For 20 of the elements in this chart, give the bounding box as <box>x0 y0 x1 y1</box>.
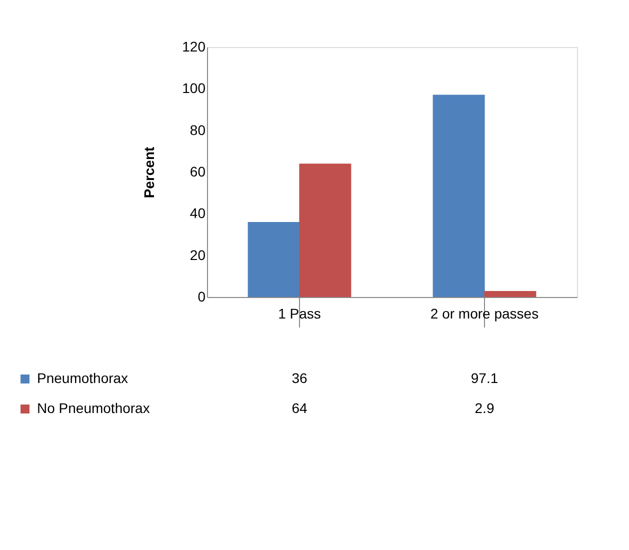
y-tick-label: 60 <box>190 164 206 180</box>
data-label: 64 <box>292 400 308 416</box>
bar <box>432 94 485 297</box>
bar <box>248 222 300 297</box>
bar <box>299 164 352 297</box>
data-label: 36 <box>292 370 308 386</box>
bar <box>484 290 536 297</box>
y-tick-label: 40 <box>190 205 206 222</box>
legend-label: No Pneumothorax <box>37 400 150 416</box>
y-tick-label: 100 <box>182 80 206 96</box>
y-tick-label: 80 <box>190 122 206 138</box>
legend-label: Pneumothorax <box>37 370 128 386</box>
data-label: 2.9 <box>474 400 494 416</box>
data-label: 97.1 <box>470 370 498 386</box>
y-tick-label: 0 <box>198 288 206 304</box>
x-tick-label: 1 Pass <box>278 306 321 322</box>
y-tick-label: 20 <box>190 246 206 263</box>
y-axis-title: Percent <box>141 146 158 198</box>
x-tick-label: 2 or more passes <box>430 306 539 322</box>
y-tick-label: 120 <box>182 38 206 54</box>
